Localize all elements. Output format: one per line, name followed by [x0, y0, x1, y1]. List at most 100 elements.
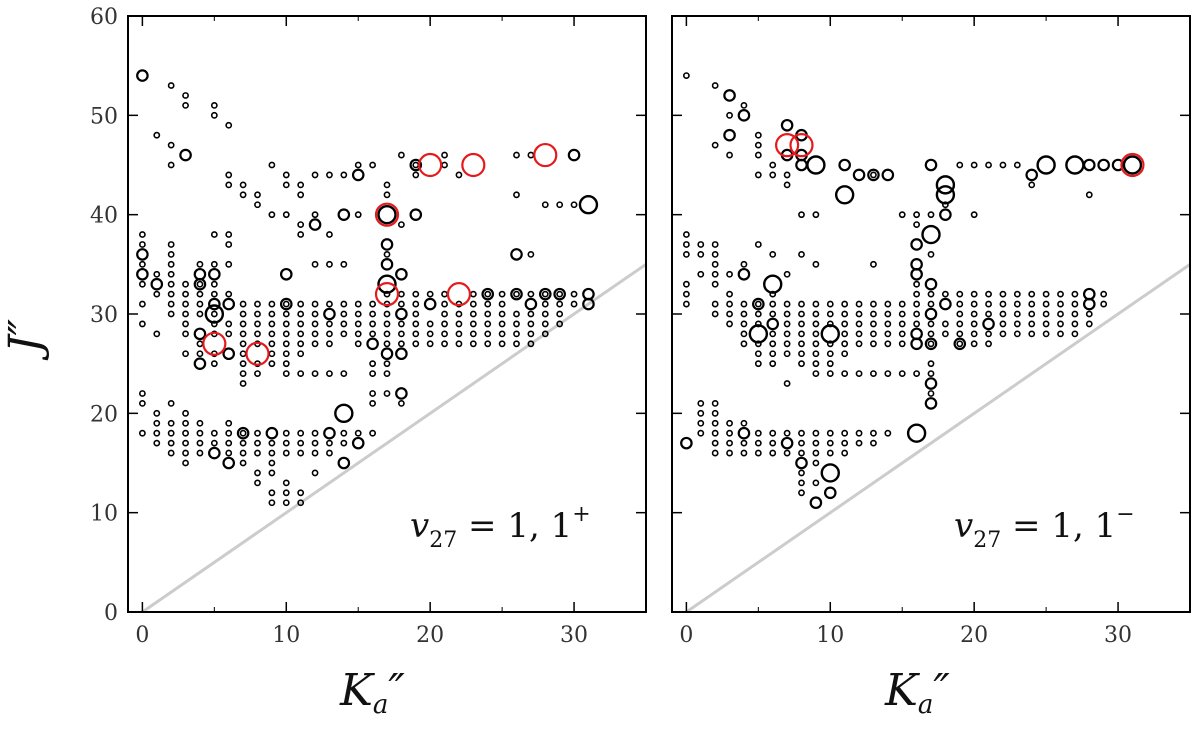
point-medium — [208, 297, 221, 311]
point-small — [426, 290, 434, 298]
point-small — [254, 449, 261, 457]
point-large — [906, 423, 927, 443]
point-small — [855, 439, 863, 447]
point-medium — [780, 118, 794, 132]
point-large — [377, 274, 397, 294]
point-small — [956, 320, 964, 328]
point-small — [826, 370, 834, 377]
point-small — [927, 370, 935, 377]
point-small — [369, 320, 377, 328]
point-small — [484, 290, 492, 298]
point-small — [985, 340, 992, 348]
point-small — [798, 439, 805, 447]
point-small — [970, 211, 978, 219]
point-small — [1028, 330, 1036, 338]
point-small — [239, 340, 247, 348]
point-small — [282, 181, 290, 189]
point-small — [682, 300, 690, 308]
point-small — [311, 429, 319, 437]
point-small — [783, 181, 791, 189]
point-small — [513, 191, 520, 199]
point-small — [282, 310, 290, 318]
point-small — [167, 399, 175, 407]
point-small — [182, 459, 189, 467]
point-small — [783, 270, 791, 278]
point-small — [927, 390, 935, 397]
point-small — [513, 330, 520, 338]
point-small — [153, 270, 161, 278]
point-small — [153, 131, 161, 139]
point-small — [182, 350, 189, 358]
left-ylabel-text: J″ — [0, 318, 51, 361]
point-small — [441, 340, 448, 348]
point-small — [498, 300, 506, 308]
point-small — [383, 370, 391, 377]
point-medium — [780, 436, 794, 450]
point-small — [167, 260, 175, 268]
point-small — [210, 290, 218, 298]
point-small — [397, 399, 405, 407]
point-small — [412, 320, 420, 328]
point-small — [682, 250, 690, 258]
point-small — [326, 370, 333, 377]
point-small — [182, 290, 189, 298]
point-small — [985, 330, 992, 338]
point-small — [769, 300, 777, 308]
point-small — [740, 320, 748, 328]
point-small — [941, 330, 949, 338]
point-small — [469, 330, 477, 338]
point-small — [541, 300, 549, 308]
point-small — [210, 439, 218, 447]
point-small — [812, 429, 820, 437]
point-small — [153, 290, 161, 298]
point-small — [826, 439, 834, 447]
point-small — [870, 439, 877, 447]
point-small — [970, 340, 978, 348]
y-tick-label: 60 — [90, 5, 118, 30]
point-small — [513, 340, 520, 348]
point-small — [182, 102, 189, 109]
point-medium — [723, 89, 736, 102]
point-small — [870, 171, 877, 179]
point-small — [999, 290, 1007, 298]
point-small — [740, 102, 748, 109]
point-small — [282, 489, 290, 497]
point-medium — [136, 267, 149, 281]
point-small — [527, 340, 535, 348]
point-small — [254, 310, 261, 318]
point-small — [196, 419, 204, 427]
point-small — [870, 330, 877, 338]
point-small — [196, 260, 204, 268]
point-small — [870, 260, 877, 268]
point-small — [1028, 290, 1036, 298]
point-small — [870, 340, 877, 348]
point-small — [798, 310, 805, 318]
point-medium — [409, 158, 423, 172]
point-small — [1042, 290, 1050, 298]
point-small — [726, 300, 733, 308]
point-small — [726, 429, 733, 437]
point-small — [340, 171, 348, 179]
point-small — [282, 320, 290, 328]
point-red — [533, 142, 558, 168]
point-small — [884, 310, 892, 318]
point-small — [711, 419, 719, 427]
point-medium — [538, 287, 552, 301]
point-small — [826, 300, 834, 308]
point-small — [340, 260, 348, 268]
point-medium — [236, 426, 250, 440]
point-small — [783, 429, 791, 437]
point-medium — [265, 426, 279, 440]
point-small — [898, 300, 906, 308]
point-small — [812, 479, 820, 487]
point-small — [754, 350, 762, 358]
point-small — [138, 320, 146, 328]
point-small — [254, 479, 261, 487]
point-medium — [723, 128, 736, 142]
point-small — [783, 310, 791, 318]
point-medium — [852, 168, 866, 182]
point-small — [484, 310, 492, 318]
point-small — [711, 399, 719, 407]
point-small — [841, 370, 849, 377]
point-small — [855, 429, 863, 437]
